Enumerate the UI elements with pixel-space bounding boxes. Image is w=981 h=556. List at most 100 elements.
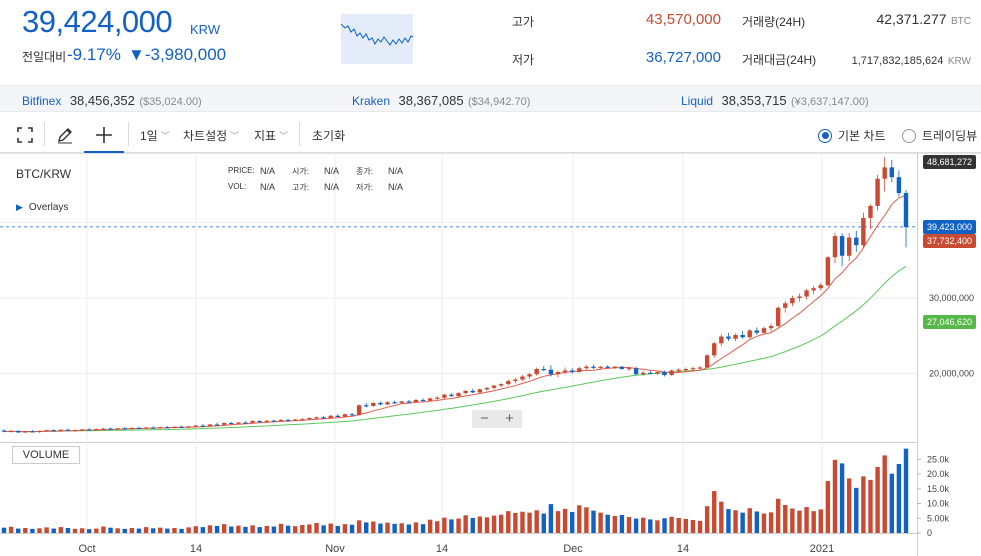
- candle-body: [903, 193, 909, 228]
- candle-body: [633, 368, 639, 375]
- candle-body: [726, 336, 731, 339]
- exchange-liquid[interactable]: Liquid 38,353,715 (¥3,637,147.00): [681, 92, 869, 110]
- chart-settings-dropdown[interactable]: 차트설정 ﹀: [183, 127, 239, 144]
- amount-24h-unit: KRW: [947, 56, 971, 67]
- candle-body: [65, 429, 71, 431]
- crosshair-tool[interactable]: [84, 117, 124, 153]
- chart-symbol: BTC/KRW: [16, 167, 72, 181]
- high-legend-label: 고가:: [292, 183, 309, 192]
- volume-bar: [65, 527, 71, 533]
- volume-bar: [51, 528, 56, 533]
- volume-bar: [72, 528, 78, 533]
- volume-tick-label: 20.0k: [927, 469, 950, 479]
- volume-bar: [413, 522, 419, 533]
- volume-bar: [775, 498, 781, 533]
- candle-body: [818, 285, 823, 289]
- price-tick-label: 30,000,000: [929, 293, 974, 303]
- exchange-bitfinex[interactable]: Bitfinex 38,456,352 ($35,024.00): [22, 92, 202, 110]
- candle-body: [584, 366, 589, 369]
- volume-bar: [832, 459, 838, 533]
- open-legend-label: 시가:: [292, 167, 309, 176]
- volume-bar: [257, 527, 262, 533]
- candle-body: [775, 307, 781, 326]
- x-tick-label: 2021: [810, 543, 834, 555]
- candle-body: [768, 325, 774, 329]
- volume-bar: [143, 527, 149, 533]
- volume-bar: [101, 526, 106, 533]
- volume-bar: [23, 527, 28, 533]
- volume-bar: [335, 525, 341, 533]
- volume-bar: [399, 523, 404, 533]
- candle-body: [165, 427, 170, 429]
- tradingview-option[interactable]: 트레이딩뷰: [902, 127, 977, 144]
- candle-body: [690, 368, 696, 370]
- price-chart[interactable]: Oct 14 Nov 14 Dec 14 2021 30,000,000 20,000,000 2…: [0, 153, 981, 556]
- volume-bar: [292, 526, 298, 533]
- volume-bar: [598, 512, 603, 533]
- low-label: 저가: [512, 53, 535, 67]
- exchange-name: Liquid: [681, 94, 714, 108]
- volume-bar: [520, 511, 525, 533]
- basic-chart-option[interactable]: 기본 차트: [818, 127, 886, 144]
- basic-chart-label: 기본 차트: [838, 129, 886, 143]
- draw-pencil-icon[interactable]: [56, 126, 74, 144]
- zoom-out-button[interactable]: −: [480, 410, 489, 427]
- exchange-value: 38,367,085: [398, 93, 464, 108]
- chart-settings-label: 차트설정: [183, 129, 228, 143]
- period-dropdown[interactable]: 1일 ﹀: [140, 127, 170, 144]
- chevron-down-icon: ﹀: [279, 131, 289, 141]
- candle-body: [101, 428, 106, 430]
- candle-body: [58, 429, 64, 431]
- volume-bar: [385, 522, 390, 533]
- candle-body: [896, 177, 902, 194]
- candle-body: [307, 418, 312, 420]
- volume-toggle-button[interactable]: VOLUME: [12, 446, 80, 464]
- high-value: 43,570,000: [645, 11, 721, 28]
- volume-bar: [364, 522, 369, 533]
- candle-body: [229, 422, 234, 425]
- volume-bar: [342, 524, 348, 533]
- candle-body: [285, 419, 291, 422]
- zoom-in-button[interactable]: +: [505, 410, 514, 427]
- volume-bar: [747, 508, 752, 533]
- ma-long-tag: 27,046,620: [923, 315, 977, 329]
- volume-bar: [285, 525, 291, 533]
- exchange-kraken[interactable]: Kraken 38,367,085 ($34,942.70): [352, 92, 530, 110]
- candle-body: [392, 402, 397, 404]
- ma-short-tag: 37,732,400: [923, 234, 977, 248]
- volume-bar: [214, 525, 220, 533]
- x-tick-label: 14: [436, 543, 448, 555]
- overlays-toggle[interactable]: ▶ Overlays: [16, 202, 68, 213]
- volume-24h-label: 거래량(24H): [742, 15, 806, 29]
- candle-body: [23, 431, 28, 433]
- volume-bar: [591, 510, 596, 533]
- candle-body: [804, 290, 809, 297]
- exchange-price-bar: Bitfinex 38,456,352 ($35,024.00) Kraken …: [0, 85, 981, 112]
- volume-bar: [498, 514, 504, 533]
- candle-body: [427, 398, 433, 401]
- volume-bar: [136, 528, 142, 533]
- candle-body: [811, 288, 816, 291]
- volume-bar: [875, 466, 880, 533]
- reset-button[interactable]: 초기화: [312, 127, 345, 144]
- price-legend-label: PRICE:: [228, 166, 255, 175]
- volume-tick-label: 25.0k: [927, 454, 950, 464]
- current-price-tag: 39,423,000: [923, 220, 977, 234]
- toolbar-divider: [44, 122, 45, 146]
- volume-bar: [250, 525, 255, 533]
- candle-body: [193, 425, 198, 427]
- price-tick-label: 20,000,000: [929, 369, 974, 379]
- indicators-dropdown[interactable]: 지표 ﹀: [254, 127, 288, 144]
- low-legend-value: N/A: [388, 182, 404, 192]
- fullscreen-icon[interactable]: [16, 126, 34, 144]
- volume-bar: [30, 528, 35, 533]
- volume-bar: [882, 455, 887, 533]
- candle-body: [442, 394, 447, 398]
- volume-bar: [236, 525, 241, 533]
- candle-body: [641, 372, 646, 375]
- volume-bar: [470, 517, 475, 533]
- overlays-label: Overlays: [28, 202, 69, 213]
- low-value: 36,727,000: [645, 49, 721, 66]
- candle-body: [321, 417, 326, 419]
- candle-body: [605, 366, 610, 368]
